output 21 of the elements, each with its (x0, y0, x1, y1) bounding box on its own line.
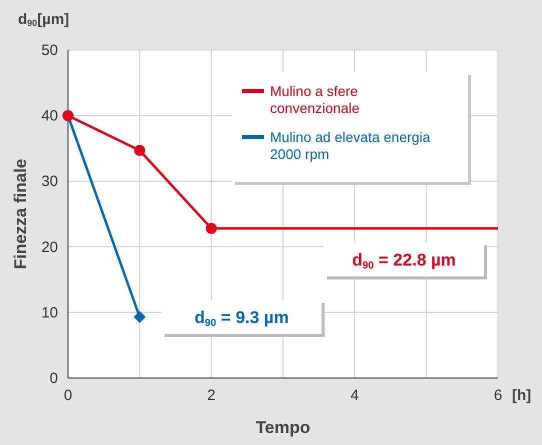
legend-label: Mulino ad elevata energia 2000 rpm (270, 129, 431, 162)
y-tick-label: 50 (41, 42, 58, 59)
x-tick-label: 6 (494, 387, 502, 404)
y-tick-label: 10 (41, 304, 58, 322)
x-tick-label: 2 (207, 387, 216, 404)
point (206, 222, 217, 234)
text: d$_{90}$[µm] (18, 11, 70, 28)
x-tick-label: 0 (64, 387, 72, 404)
x-tick-label: 4 (350, 387, 359, 404)
annotation: d$_{90}$ = 9.3 µm (194, 308, 289, 328)
annotation: d$_{90}$ = 22.8 µm (352, 250, 456, 271)
y-tick-label: 30 (41, 173, 58, 190)
x-axis-title: Tempo (256, 418, 310, 437)
text: [h] (512, 387, 532, 404)
y-tick-label: 20 (41, 238, 58, 256)
point (134, 144, 146, 156)
point (134, 310, 146, 323)
y-axis-title: Finezza finale (11, 158, 30, 270)
y-tick-label: 0 (50, 370, 58, 387)
y-tick-label: 40 (41, 108, 58, 125)
legend-label: Mulino a sfere convenzionale (270, 83, 360, 116)
